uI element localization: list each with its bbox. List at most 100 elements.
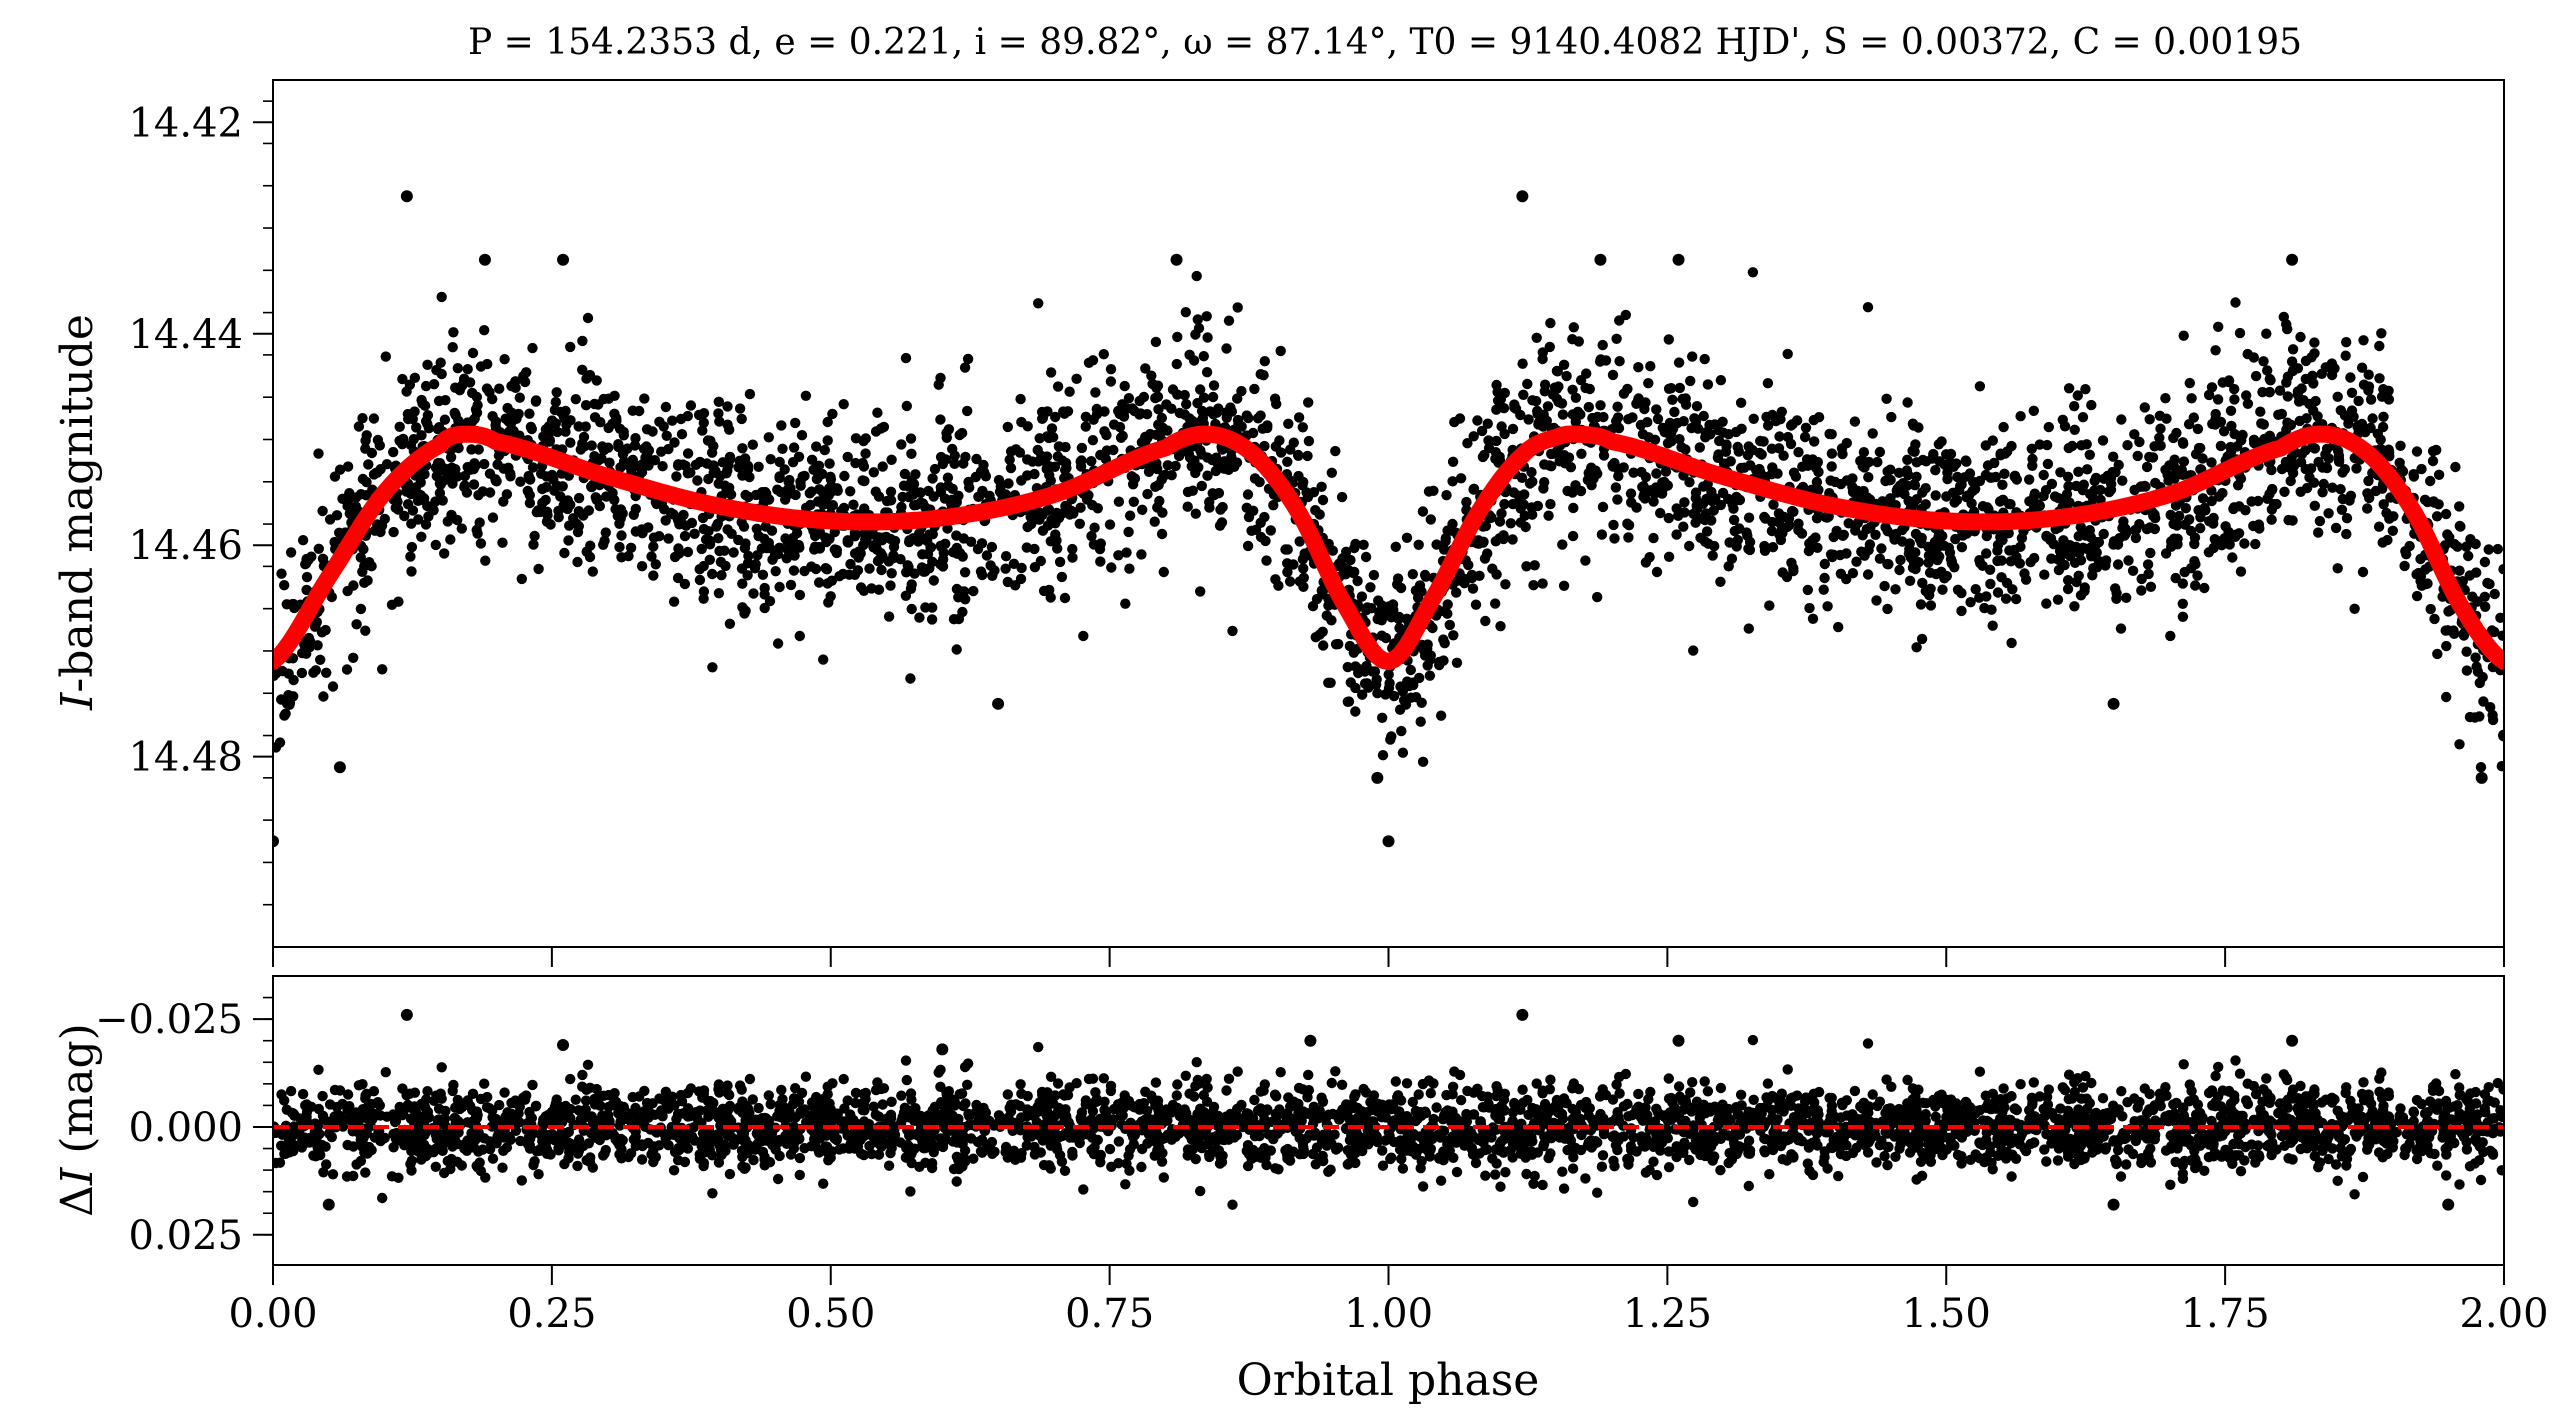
residual-point bbox=[1303, 1069, 1314, 1081]
data-point bbox=[643, 445, 655, 456]
data-point bbox=[448, 327, 459, 338]
data-point bbox=[1673, 510, 1684, 521]
data-point bbox=[2104, 486, 2115, 498]
data-point bbox=[2168, 460, 2179, 471]
data-point bbox=[471, 391, 483, 403]
data-point bbox=[2006, 637, 2017, 649]
data-point bbox=[2054, 554, 2065, 565]
data-point bbox=[2339, 410, 2351, 421]
data-point bbox=[2440, 625, 2451, 636]
data-point bbox=[2340, 350, 2351, 361]
data-point bbox=[2225, 441, 2236, 453]
data-point bbox=[915, 487, 926, 498]
data-point bbox=[2206, 457, 2217, 468]
data-point bbox=[1961, 528, 1973, 539]
data-point bbox=[1652, 413, 1664, 425]
data-point bbox=[1921, 456, 1932, 467]
data-point bbox=[1190, 508, 1202, 519]
data-point bbox=[309, 621, 321, 632]
data-point bbox=[690, 459, 702, 470]
data-point bbox=[2184, 377, 2195, 389]
data-point bbox=[2295, 486, 2306, 497]
data-point bbox=[2062, 575, 2074, 586]
data-point bbox=[1340, 569, 1351, 580]
data-point bbox=[1782, 348, 1793, 360]
data-point bbox=[1468, 431, 1479, 442]
data-point bbox=[936, 541, 947, 553]
data-point bbox=[871, 538, 882, 549]
data-point bbox=[1129, 473, 1141, 484]
data-point bbox=[1998, 421, 2009, 433]
data-point bbox=[551, 387, 562, 398]
data-point bbox=[284, 697, 296, 708]
data-point bbox=[2235, 566, 2247, 577]
data-point bbox=[1519, 489, 1530, 500]
data-point bbox=[2261, 328, 2272, 339]
data-point bbox=[1744, 544, 1756, 556]
data-point bbox=[1333, 638, 1344, 650]
data-point bbox=[1702, 379, 1714, 390]
data-point bbox=[1841, 573, 1852, 585]
data-point bbox=[2384, 513, 2395, 524]
data-point bbox=[1538, 409, 1549, 420]
data-point bbox=[977, 569, 988, 581]
data-point bbox=[2000, 448, 2011, 459]
data-point bbox=[1507, 423, 1519, 435]
data-point bbox=[788, 442, 800, 453]
data-point bbox=[1950, 533, 1961, 545]
data-point bbox=[752, 550, 763, 561]
data-point bbox=[1893, 467, 1905, 478]
data-point bbox=[1631, 398, 1642, 409]
residual-point bbox=[1767, 1144, 1779, 1156]
data-point bbox=[1886, 411, 1897, 423]
data-point bbox=[1377, 712, 1388, 723]
data-point bbox=[1215, 504, 1226, 515]
data-point bbox=[2431, 511, 2443, 522]
data-point bbox=[1628, 467, 1639, 478]
data-point bbox=[470, 404, 482, 415]
data-point bbox=[724, 482, 735, 493]
data-point bbox=[780, 533, 791, 544]
residual-point bbox=[1633, 1088, 1644, 1100]
data-point bbox=[2195, 442, 2206, 454]
data-point bbox=[713, 396, 724, 407]
data-point bbox=[977, 485, 988, 497]
data-point bbox=[2160, 393, 2171, 404]
data-point bbox=[1405, 664, 1417, 676]
data-point bbox=[1016, 562, 1027, 574]
residual-point bbox=[1531, 1078, 1542, 1089]
data-point bbox=[1046, 423, 1058, 434]
data-point bbox=[353, 421, 365, 432]
data-point bbox=[1985, 578, 1996, 590]
data-point bbox=[1257, 423, 1268, 434]
data-point bbox=[2317, 487, 2328, 498]
data-point bbox=[1915, 599, 1927, 610]
data-point bbox=[1944, 547, 1956, 558]
data-point bbox=[937, 561, 949, 572]
data-point bbox=[1612, 494, 1623, 505]
data-point bbox=[2316, 368, 2327, 379]
data-point bbox=[597, 441, 608, 452]
data-point bbox=[542, 510, 553, 521]
data-point bbox=[296, 667, 308, 679]
data-point bbox=[2234, 327, 2246, 339]
data-point bbox=[2043, 421, 2054, 433]
data-point bbox=[317, 505, 328, 517]
residual-point bbox=[1558, 1183, 1570, 1194]
residual-point bbox=[2041, 1156, 2052, 1167]
data-point bbox=[673, 459, 684, 470]
data-point bbox=[1762, 420, 1774, 431]
data-point bbox=[1105, 364, 1117, 375]
data-point bbox=[1307, 601, 1319, 612]
data-point bbox=[1685, 375, 1696, 387]
data-point bbox=[1907, 418, 1919, 429]
data-point bbox=[2193, 505, 2204, 516]
data-point bbox=[283, 668, 294, 679]
data-point bbox=[1275, 447, 1287, 458]
data-point bbox=[1461, 496, 1472, 508]
data-point bbox=[611, 412, 622, 424]
data-point bbox=[1229, 461, 1240, 472]
data-point bbox=[1871, 595, 1882, 606]
data-point bbox=[306, 551, 317, 562]
data-point bbox=[2327, 482, 2338, 493]
